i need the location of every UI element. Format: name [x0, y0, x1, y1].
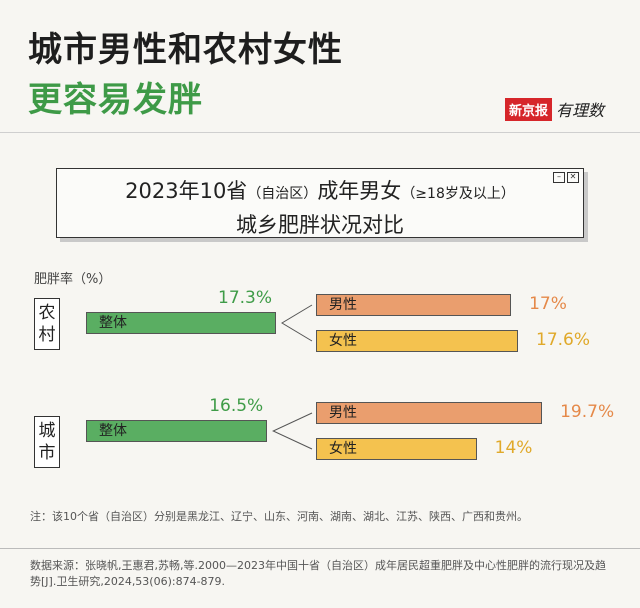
connector-line — [281, 304, 313, 342]
group-label-char: 城 — [38, 421, 56, 441]
chart-title-paren1: （自治区） — [247, 186, 318, 202]
header-divider — [0, 132, 640, 133]
connector-line — [272, 412, 313, 450]
bar-total: 整体 — [86, 312, 276, 334]
group-label: 城市 — [34, 416, 60, 468]
source-text: 数据来源：张晓帆,王惠君,苏畅,等.2000—2023年中国十省（自治区）成年居… — [30, 559, 606, 588]
window-controls: – ✕ — [553, 172, 579, 183]
value-label-total: 16.5% — [209, 396, 264, 416]
bar-male: 男性 — [316, 402, 543, 424]
bar-male: 男性 — [316, 294, 512, 316]
chart-title-paren2: （≥18岁及以上） — [401, 186, 515, 202]
chart-title-subject: 成年男女 — [317, 179, 402, 203]
brand-name: 新京报 — [505, 97, 553, 121]
bar-female: 女性 — [316, 438, 477, 460]
value-label-female: 14% — [494, 438, 533, 458]
value-label-male: 17% — [529, 294, 567, 314]
group-label-char: 村 — [38, 325, 56, 345]
y-axis-label: 肥胖率（%） — [34, 272, 112, 287]
value-label-male: 19.7% — [560, 402, 615, 422]
brand-script: 有理数 — [556, 101, 605, 120]
value-label-female: 17.6% — [536, 330, 591, 350]
footnote: 注：该10个省（自治区）分别是黑龙江、辽宁、山东、河南、湖南、湖北、江苏、陕西、… — [30, 510, 528, 523]
minimize-icon: – — [553, 172, 565, 183]
group-label-char: 农 — [38, 303, 56, 323]
page-title: 城市男性和农村女性 — [28, 30, 343, 70]
bar-total: 整体 — [86, 420, 268, 442]
bar-female: 女性 — [316, 330, 518, 352]
close-icon: ✕ — [567, 172, 579, 183]
chart-title-year: 2023年10省 — [125, 179, 248, 203]
source-divider — [0, 548, 640, 549]
group-label-char: 市 — [38, 443, 56, 463]
chart-title-box: – ✕ 2023年10省（自治区）成年男女（≥18岁及以上） 城乡肥胖状况对比 — [56, 168, 584, 238]
chart-title-line2: 城乡肥胖状况对比 — [236, 213, 404, 237]
group-label: 农村 — [34, 298, 60, 350]
brand-logo: 新京报 有理数 — [505, 97, 605, 121]
value-label-total: 17.3% — [218, 288, 273, 308]
page-subtitle: 更容易发胖 — [28, 80, 203, 120]
chart-title-line1: 2023年10省（自治区）成年男女（≥18岁及以上） — [57, 175, 583, 205]
